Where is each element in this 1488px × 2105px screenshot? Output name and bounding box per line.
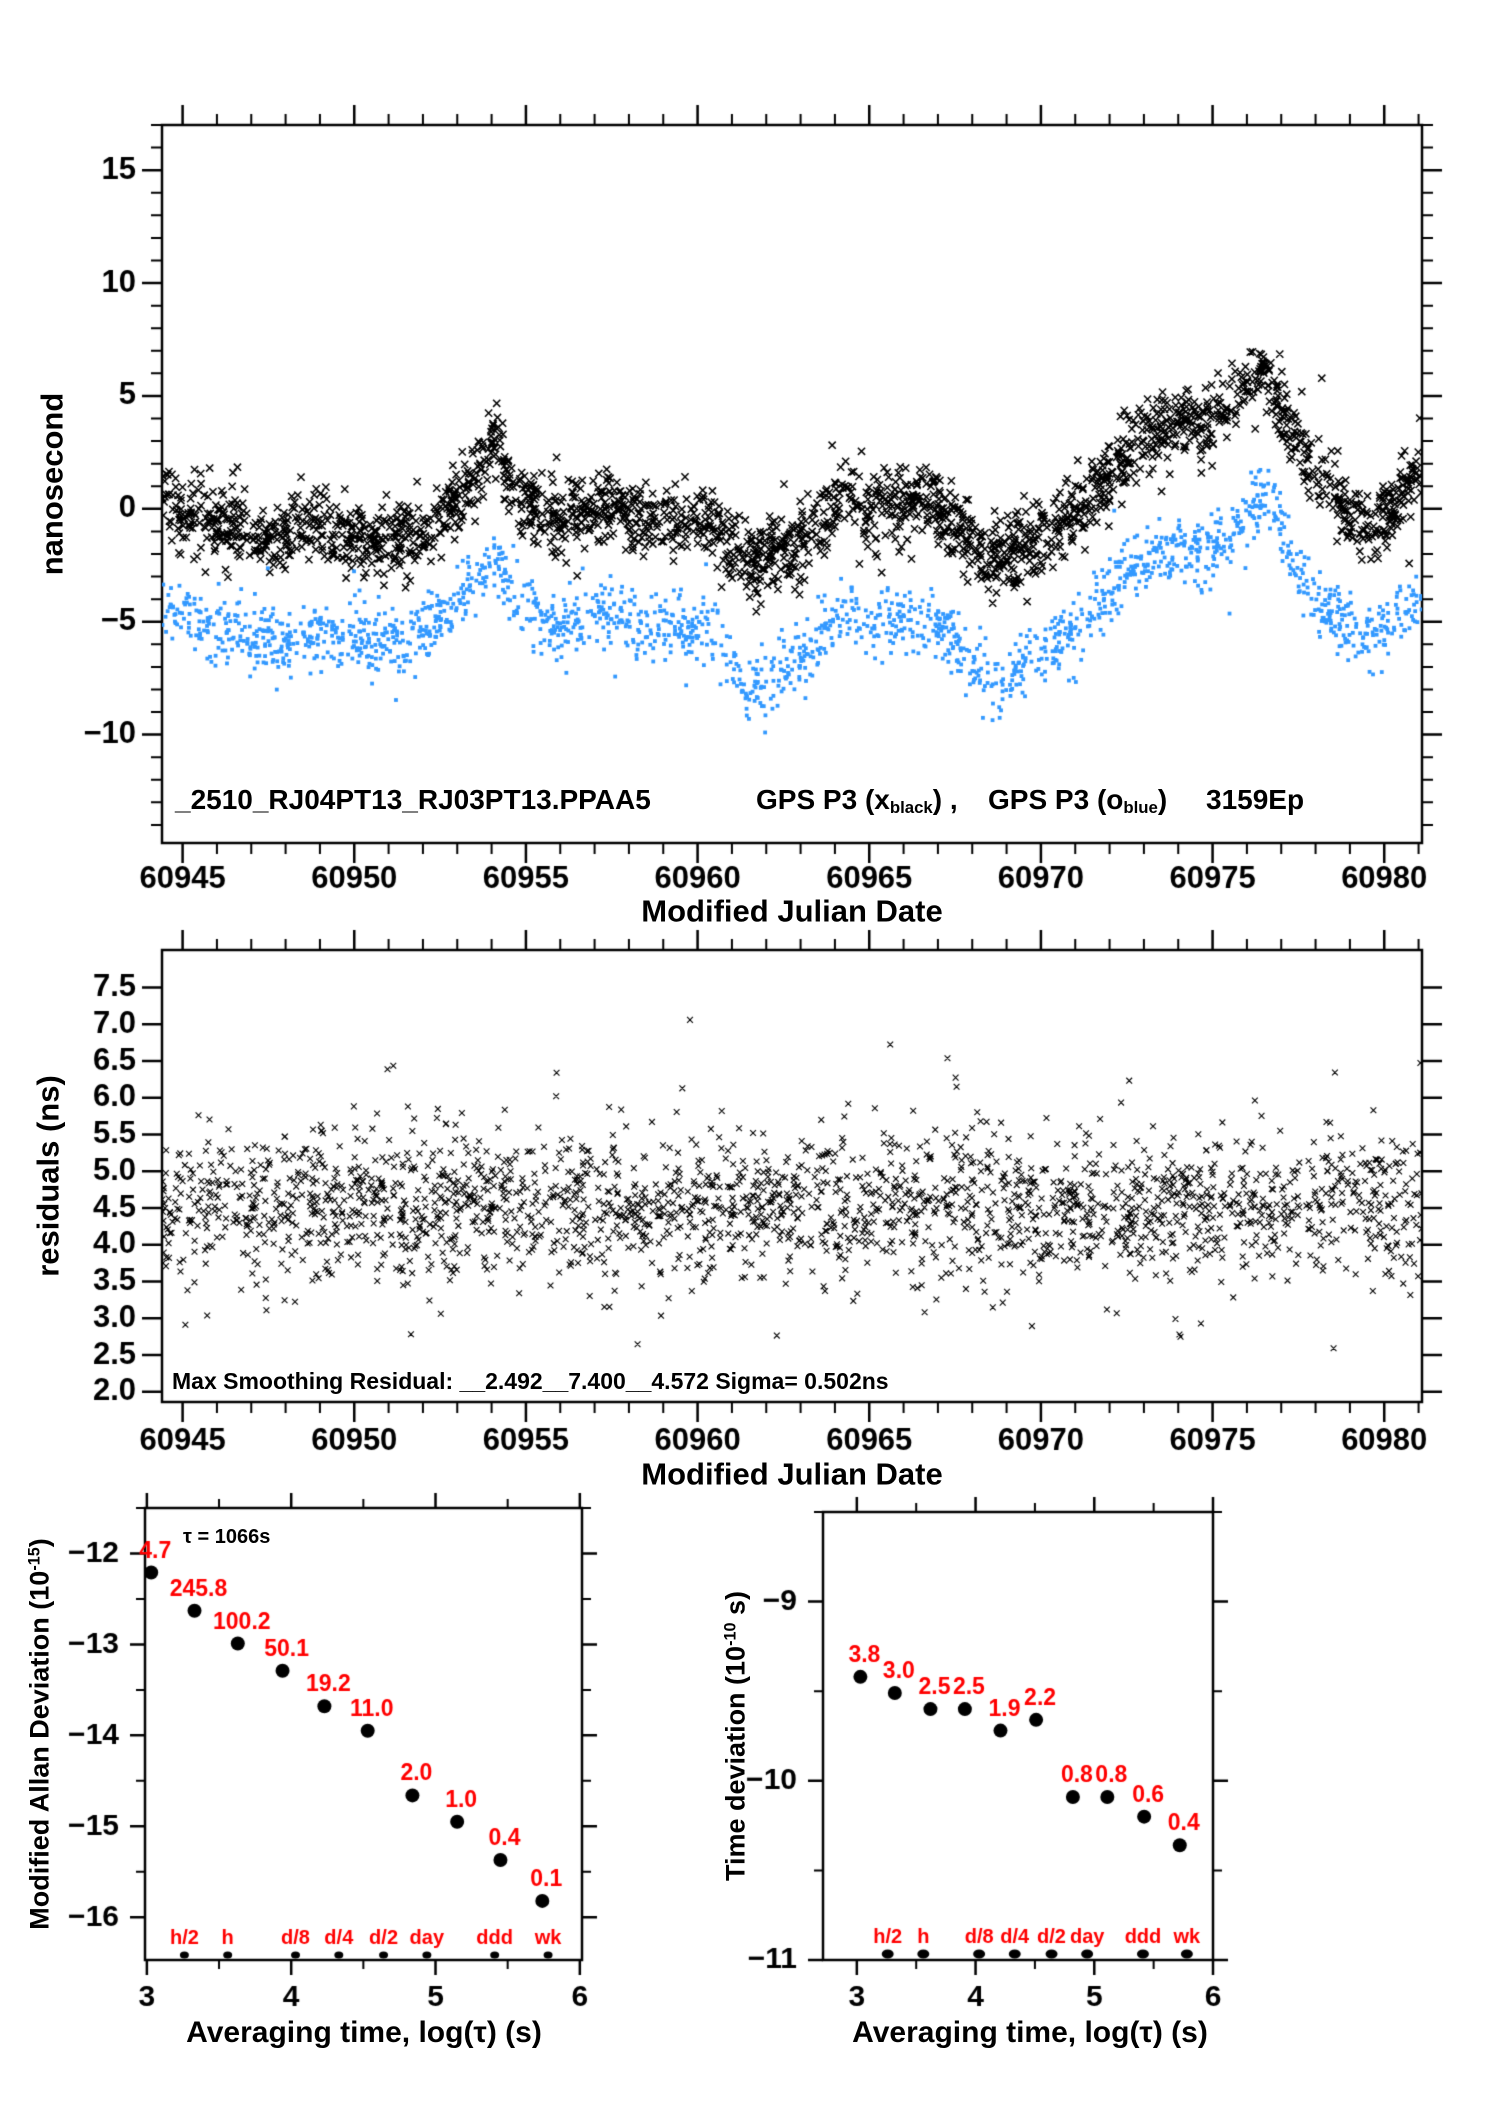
mdev-y-title-close: ) xyxy=(24,1538,55,1548)
residuals-x-axis-title: Modified Julian Date xyxy=(641,1456,943,1492)
legend-black-series: GPS P3 (xblack) , xyxy=(756,786,958,817)
legend-blue-close: ) xyxy=(1157,784,1168,815)
legend-blue-text: GPS P3 (o xyxy=(988,784,1124,815)
mdev-y-title-exponent: -15 xyxy=(25,1547,44,1571)
file-id-annotation: _2510_RJ04PT13_RJ03PT13.PPAA5 xyxy=(175,784,651,815)
top-x-axis-title: Modified Julian Date xyxy=(641,893,943,929)
tdev-x-axis-title: Averaging time, log(τ) (s) xyxy=(852,2016,1208,2049)
tau-annotation: τ = 1066s xyxy=(183,1526,271,1548)
tdev-y-axis-title: Time deviation (10-10 s) xyxy=(720,1591,751,1881)
mdev-x-axis-title: Averaging time, log(τ) (s) xyxy=(186,2016,542,2049)
residuals-y-axis-title: residuals (ns) xyxy=(30,1075,66,1277)
tdev-y-title-close: s) xyxy=(720,1591,751,1623)
legend-blue-subscript: blue xyxy=(1123,798,1158,818)
tdev-y-title-exponent: -10 xyxy=(721,1622,740,1646)
epoch-count-annotation: 3159Ep xyxy=(1206,784,1305,815)
mdev-y-title-text: Modified Allan Deviation (10 xyxy=(24,1570,55,1930)
legend-blue-series: GPS P3 (oblue) xyxy=(988,786,1167,817)
mdev-y-axis-title: Modified Allan Deviation (10-15) xyxy=(24,1538,55,1930)
legend-black-close: ) , xyxy=(932,784,958,815)
tdev-y-title-text: Time deviation (10 xyxy=(720,1645,751,1881)
max-smoothing-residual-annotation: Max Smoothing Residual: __2.492__7.400__… xyxy=(172,1368,889,1394)
legend-black-subscript: black xyxy=(889,798,933,818)
top-y-axis-title: nanosecond xyxy=(34,392,70,576)
legend-black-text: GPS P3 (x xyxy=(756,784,890,815)
